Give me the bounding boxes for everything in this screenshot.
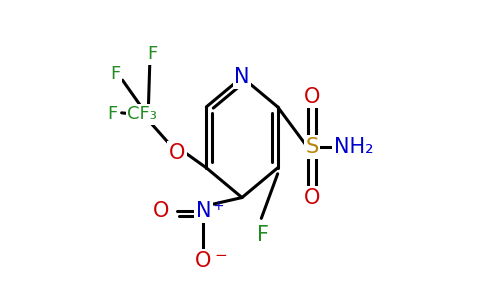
Text: O: O (153, 201, 169, 221)
Text: O: O (303, 86, 320, 106)
Text: F: F (148, 45, 158, 63)
Text: CF₃: CF₃ (127, 105, 157, 123)
Text: S: S (305, 137, 318, 157)
Text: F: F (110, 65, 120, 83)
Text: −: − (214, 248, 227, 263)
Text: +: + (213, 199, 225, 213)
Text: NH₂: NH₂ (333, 137, 373, 157)
Text: O: O (303, 188, 320, 208)
Text: O: O (169, 143, 185, 163)
Text: F: F (257, 225, 269, 245)
Text: O: O (195, 250, 212, 271)
Text: N: N (196, 201, 211, 221)
Text: N: N (234, 67, 250, 87)
Text: F: F (107, 105, 118, 123)
